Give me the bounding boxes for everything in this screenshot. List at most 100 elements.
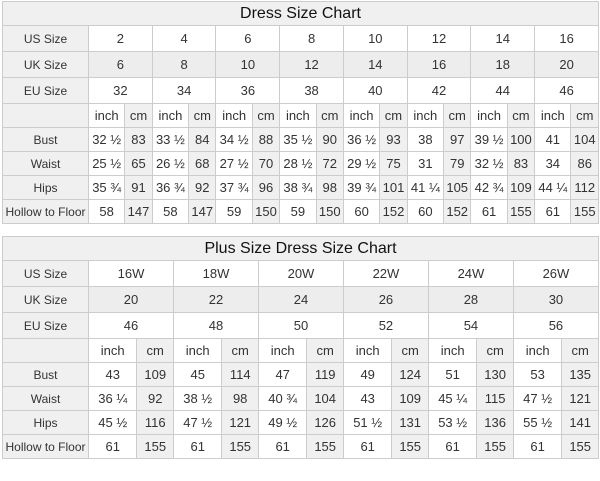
cm-value-cell: 131 <box>391 410 429 435</box>
inch-value-cell: 49 ½ <box>257 410 308 435</box>
row-label-cell <box>2 338 89 363</box>
inch-value-cell: 42 ¾ <box>470 175 508 200</box>
inch-value-cell: 47 ½ <box>512 386 563 411</box>
measurement-row: Hips 45 ½ 116 47 ½ 121 49 ½ 126 51 ½ 131 53 ½ 136 5… <box>2 410 599 435</box>
inch-value-cell: 58 <box>87 199 126 224</box>
size-value-cell: 38 <box>279 77 344 104</box>
inch-value-cell: 35 ¾ <box>87 175 126 200</box>
unit-label-cell-cm: cm <box>221 338 259 363</box>
cm-value-cell: 83 <box>506 151 536 176</box>
size-row: US Size 2 4 6 8 10 12 14 16 <box>2 25 600 52</box>
size-value-cell: 16 <box>534 25 600 52</box>
size-value-cell: 10 <box>215 51 281 78</box>
size-value-cell: 10 <box>342 25 408 52</box>
table-title-row: Dress Size Chart <box>1 1 600 26</box>
size-value-cell: 42 <box>406 77 472 104</box>
table-title-row: Plus Size Dress Size Chart <box>2 236 599 261</box>
unit-header-row: inch cm inch cm inch cm inch cm inch cm inch cm <box>2 338 599 363</box>
unit-label-cell-cm: cm <box>476 338 514 363</box>
cm-value-cell: 70 <box>251 151 281 176</box>
row-label-cell: Hollow to Floor <box>2 434 89 459</box>
cm-value-cell: 97 <box>442 127 472 152</box>
inch-value-cell: 45 ½ <box>87 410 138 435</box>
inch-value-cell: 32 ½ <box>470 151 508 176</box>
inch-value-cell: 61 <box>534 199 572 224</box>
inch-value-cell: 40 ¾ <box>257 386 308 411</box>
cm-value-cell: 90 <box>315 127 344 152</box>
cm-value-cell: 92 <box>136 386 174 411</box>
inch-value-cell: 26 ½ <box>151 151 190 176</box>
row-label-cell: Hips <box>2 410 89 435</box>
size-value-cell: 16 <box>406 51 472 78</box>
inch-value-cell: 61 <box>87 434 138 459</box>
cm-value-cell: 150 <box>251 199 281 224</box>
unit-label-cell-cm: cm <box>442 103 472 128</box>
inch-value-cell: 38 ¾ <box>279 175 317 200</box>
inch-value-cell: 36 ¾ <box>151 175 190 200</box>
inch-value-cell: 45 <box>172 362 223 387</box>
unit-label-cell-cm: cm <box>561 338 599 363</box>
row-label-cell: Hollow to Floor <box>2 199 89 224</box>
cm-value-cell: 104 <box>306 386 344 411</box>
cm-value-cell: 121 <box>221 410 259 435</box>
measurement-row: Waist 36 ¼ 92 38 ½ 98 40 ¾ 104 43 109 45 ¼ 115 47 ½… <box>2 386 599 411</box>
unit-label-cell-inch: inch <box>512 338 563 363</box>
size-value-cell: 14 <box>342 51 408 78</box>
cm-value-cell: 68 <box>188 151 217 176</box>
size-value-cell: 52 <box>342 312 429 339</box>
cm-value-cell: 119 <box>306 362 344 387</box>
unit-label-cell-inch: inch <box>534 103 572 128</box>
size-value-cell: 26 <box>342 286 429 313</box>
cm-value-cell: 104 <box>570 127 600 152</box>
unit-label-cell-inch: inch <box>427 338 478 363</box>
inch-value-cell: 55 ½ <box>512 410 563 435</box>
unit-label-cell-inch: inch <box>406 103 445 128</box>
size-value-cell: 12 <box>279 51 344 78</box>
inch-value-cell: 36 ¼ <box>87 386 138 411</box>
inch-value-cell: 53 ½ <box>427 410 478 435</box>
cm-value-cell: 72 <box>315 151 344 176</box>
unit-label-cell-inch: inch <box>279 103 317 128</box>
cm-value-cell: 155 <box>561 434 599 459</box>
unit-label-cell-inch: inch <box>342 338 393 363</box>
size-value-cell: 46 <box>534 77 600 104</box>
cm-value-cell: 135 <box>561 362 599 387</box>
inch-value-cell: 61 <box>342 434 393 459</box>
size-value-cell: 8 <box>279 25 344 52</box>
inch-value-cell: 47 ½ <box>172 410 223 435</box>
table-title: Plus Size Dress Size Chart <box>2 236 599 261</box>
inch-value-cell: 33 ½ <box>151 127 190 152</box>
inch-value-cell: 32 ½ <box>87 127 126 152</box>
inch-value-cell: 38 ½ <box>172 386 223 411</box>
size-value-cell: 2 <box>88 25 153 52</box>
inch-value-cell: 28 ½ <box>279 151 317 176</box>
cm-value-cell: 83 <box>124 127 153 152</box>
inch-value-cell: 35 ½ <box>279 127 317 152</box>
unit-label-cell-cm: cm <box>506 103 536 128</box>
inch-value-cell: 60 <box>342 199 381 224</box>
row-label-cell: Hips <box>2 175 89 200</box>
cm-value-cell: 92 <box>188 175 217 200</box>
size-value-cell: 30 <box>512 286 599 313</box>
cm-value-cell: 115 <box>476 386 514 411</box>
inch-value-cell: 61 <box>257 434 308 459</box>
size-value-cell: 32 <box>88 77 153 104</box>
cm-value-cell: 124 <box>391 362 429 387</box>
size-value-cell: 24W <box>427 260 514 287</box>
inch-value-cell: 61 <box>172 434 223 459</box>
size-value-cell: 50 <box>257 312 344 339</box>
cm-value-cell: 100 <box>506 127 536 152</box>
size-row: UK Size 20 22 24 26 28 30 <box>2 286 599 313</box>
row-label-cell: EU Size <box>2 312 89 339</box>
inch-value-cell: 27 ½ <box>215 151 253 176</box>
cm-value-cell: 126 <box>306 410 344 435</box>
cm-value-cell: 109 <box>136 362 174 387</box>
size-row: US Size 16W 18W 20W 22W 24W 26W <box>2 260 599 287</box>
cm-value-cell: 86 <box>570 151 600 176</box>
cm-value-cell: 152 <box>379 199 408 224</box>
size-value-cell: 12 <box>406 25 472 52</box>
inch-value-cell: 41 ¼ <box>406 175 445 200</box>
unit-label-cell-cm: cm <box>136 338 174 363</box>
inch-value-cell: 39 ¾ <box>342 175 381 200</box>
size-value-cell: 20 <box>534 51 600 78</box>
